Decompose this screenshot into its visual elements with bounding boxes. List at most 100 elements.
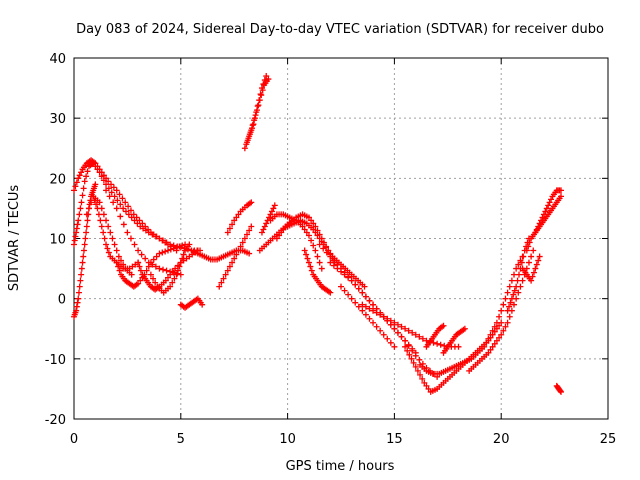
data-point: [308, 267, 315, 274]
data-point: [147, 259, 154, 266]
data-point: [78, 199, 85, 206]
data-point: [73, 179, 80, 186]
data-point: [164, 274, 171, 281]
data-point: [169, 279, 176, 286]
data-point: [92, 181, 99, 188]
y-tick-label: -10: [45, 353, 66, 368]
data-point: [421, 379, 428, 386]
data-point: [261, 223, 268, 230]
data-point: [398, 333, 405, 340]
data-point: [323, 244, 330, 251]
data-point: [380, 313, 387, 320]
data-point: [88, 199, 95, 206]
data-point: [330, 262, 337, 269]
data-point: [525, 243, 532, 250]
data-point: [167, 283, 174, 290]
data-point: [131, 217, 138, 224]
data-point: [370, 301, 377, 308]
data-point: [504, 307, 511, 314]
data-point: [135, 280, 142, 287]
data-point: [267, 211, 274, 218]
data-point: [114, 197, 121, 204]
y-tick-label: 30: [49, 112, 66, 127]
x-tick-label: 15: [386, 432, 403, 447]
data-point: [163, 267, 170, 274]
data-point: [373, 323, 380, 330]
data-point: [248, 223, 255, 230]
series-track-29: [440, 325, 468, 356]
data-point: [530, 247, 537, 254]
data-point: [355, 285, 362, 292]
series-track-7: [113, 241, 189, 290]
data-point: [147, 271, 154, 278]
data-point: [138, 251, 145, 258]
data-point: [348, 277, 355, 284]
data-point: [75, 289, 82, 296]
data-point: [516, 271, 522, 278]
data-point: [366, 315, 373, 322]
data-point: [303, 229, 310, 236]
data-point: [504, 319, 511, 326]
data-point: [79, 192, 86, 199]
series-track-17: [258, 202, 278, 236]
data-point: [361, 283, 368, 290]
data-point: [341, 287, 348, 294]
data-point: [72, 233, 79, 240]
data-point: [231, 217, 238, 224]
data-point: [384, 315, 391, 322]
data-point: [491, 340, 498, 347]
data-point: [179, 255, 186, 262]
data-point: [83, 211, 90, 218]
data-point: [82, 235, 89, 242]
series-track-35: [553, 382, 565, 395]
data-point: [533, 261, 540, 268]
data-point: [125, 211, 132, 218]
data-point: [258, 229, 265, 236]
data-point: [341, 271, 348, 278]
data-point: [113, 259, 120, 266]
data-point: [489, 343, 496, 350]
data-point: [532, 229, 539, 236]
data-point: [231, 255, 238, 262]
data-point: [249, 122, 256, 129]
data-point: [77, 277, 84, 284]
data-point: [419, 375, 426, 382]
data-point: [235, 211, 242, 218]
data-point: [169, 268, 176, 275]
series-track-24: [338, 283, 398, 350]
data-point: [83, 173, 90, 180]
data-point: [539, 214, 546, 221]
data-point: [536, 253, 543, 260]
data-point: [406, 351, 413, 358]
data-point: [487, 331, 494, 338]
data-point: [391, 325, 398, 332]
data-point: [128, 214, 135, 221]
data-point: [136, 263, 143, 270]
series-track-34: [532, 187, 565, 236]
data-point: [362, 311, 369, 318]
data-point: [535, 257, 542, 264]
data-point: [338, 283, 344, 290]
data-point: [312, 223, 319, 230]
data-point: [523, 247, 530, 254]
series-track-9: [147, 241, 193, 296]
data-point: [233, 214, 240, 221]
data-point: [235, 247, 242, 254]
data-point: [137, 277, 144, 284]
data-point: [316, 259, 323, 266]
data-point: [520, 253, 527, 260]
data-point: [226, 263, 233, 270]
data-point: [103, 217, 110, 224]
data-point: [128, 271, 135, 278]
series-track-23: [327, 259, 441, 380]
data-point: [500, 327, 507, 334]
data-point: [116, 267, 123, 274]
data-point: [246, 250, 253, 257]
data-point: [384, 335, 391, 342]
data-point: [352, 299, 359, 306]
data-point: [142, 255, 149, 262]
y-tick-label: 0: [58, 293, 66, 308]
data-point: [75, 175, 82, 182]
data-point: [171, 275, 178, 282]
